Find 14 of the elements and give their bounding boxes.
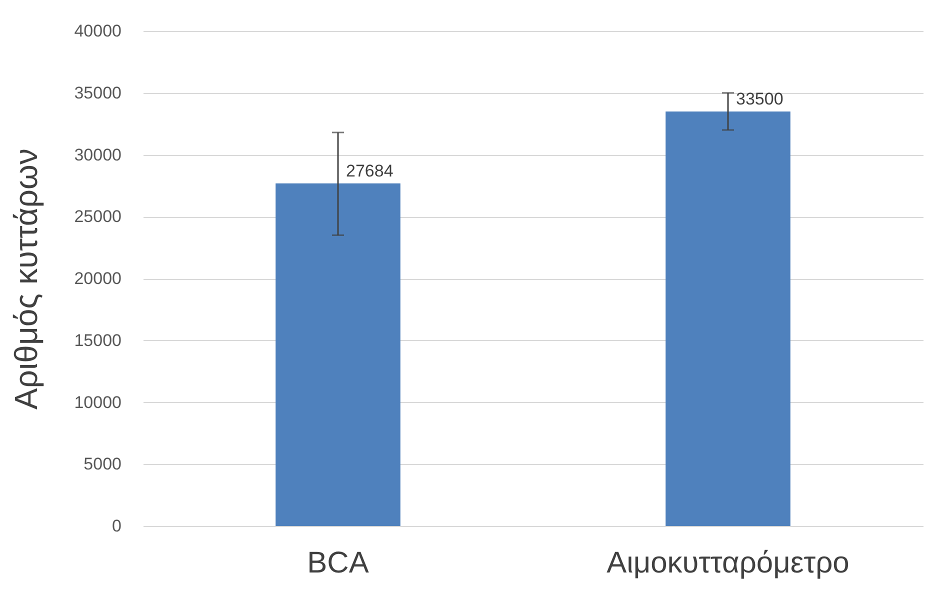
y-tick-label: 5000 xyxy=(84,454,122,474)
y-tick-label: 40000 xyxy=(74,22,122,40)
y-tick-label: 30000 xyxy=(74,145,122,164)
y-tick-label: 25000 xyxy=(74,207,122,226)
y-tick-label: 0 xyxy=(112,516,122,536)
y-tick-label: 10000 xyxy=(74,392,122,412)
data-label: 27684 xyxy=(346,161,394,180)
x-tick-label: Αιμοκυτταρόμετρο xyxy=(606,546,850,580)
x-tick-label: BCA xyxy=(307,546,369,580)
y-tick-label: 20000 xyxy=(74,269,122,288)
y-axis-title: Αριθμός κυττάρων xyxy=(8,148,44,410)
y-tick-label: 15000 xyxy=(74,330,122,350)
y-tick-label: 35000 xyxy=(74,83,122,102)
data-label: 33500 xyxy=(736,89,784,108)
